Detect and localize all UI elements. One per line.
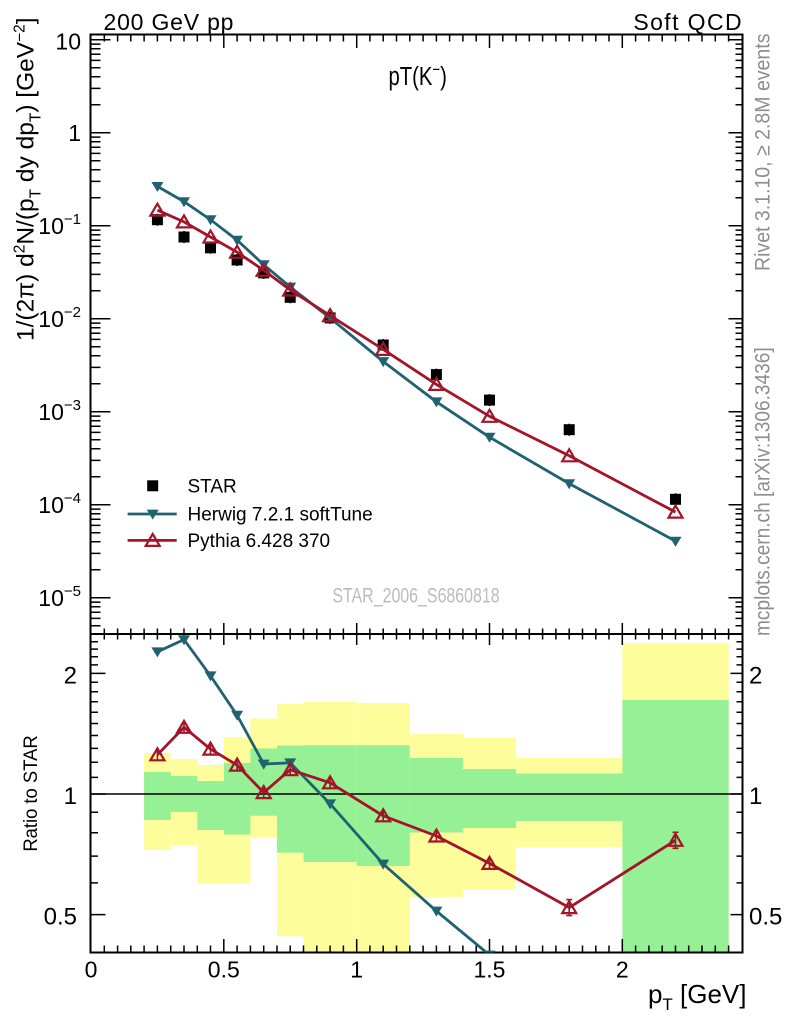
svg-text:STAR_2006_S6860818: STAR_2006_S6860818 bbox=[332, 583, 499, 608]
svg-text:1: 1 bbox=[64, 783, 77, 810]
svg-text:Herwig 7.2.1 softTune: Herwig 7.2.1 softTune bbox=[188, 505, 373, 526]
svg-text:1: 1 bbox=[350, 957, 363, 983]
svg-text:1/(2π) d2N/(pT dy dpT) [GeV−2]: 1/(2π) d2N/(pT dy dpT) [GeV−2] bbox=[12, 17, 45, 341]
svg-text:mcplots.cern.ch [arXiv:1306.34: mcplots.cern.ch [arXiv:1306.3436] bbox=[752, 347, 775, 636]
svg-text:10: 10 bbox=[55, 28, 81, 54]
svg-text:1.5: 1.5 bbox=[474, 957, 506, 983]
svg-text:10−1: 10−1 bbox=[38, 211, 81, 239]
svg-text:2: 2 bbox=[749, 662, 762, 689]
svg-text:0.5: 0.5 bbox=[208, 957, 240, 983]
svg-text:Ratio to STAR: Ratio to STAR bbox=[20, 735, 41, 851]
svg-text:Soft QCD: Soft QCD bbox=[633, 9, 743, 35]
svg-text:10−2: 10−2 bbox=[38, 304, 81, 332]
svg-text:2: 2 bbox=[64, 662, 77, 689]
svg-text:1: 1 bbox=[749, 783, 762, 810]
svg-text:Pythia 6.428 370: Pythia 6.428 370 bbox=[188, 531, 331, 552]
svg-text:STAR: STAR bbox=[188, 476, 237, 497]
svg-text:Rivet 3.1.10, ≥ 2.8M events: Rivet 3.1.10, ≥ 2.8M events bbox=[752, 34, 775, 271]
svg-text:0.5: 0.5 bbox=[749, 904, 782, 931]
svg-text:1: 1 bbox=[68, 120, 81, 146]
svg-text:0.5: 0.5 bbox=[44, 904, 77, 931]
svg-text:200 GeV pp: 200 GeV pp bbox=[104, 9, 235, 35]
svg-text:pT [GeV]: pT [GeV] bbox=[648, 979, 747, 1014]
svg-text:2: 2 bbox=[616, 957, 629, 983]
svg-text:0: 0 bbox=[85, 957, 98, 983]
